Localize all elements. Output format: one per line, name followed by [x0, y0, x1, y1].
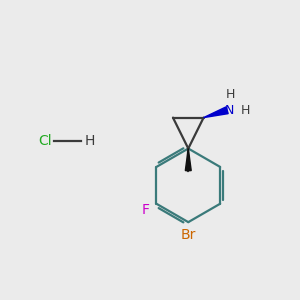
- Text: F: F: [142, 203, 150, 217]
- Polygon shape: [185, 148, 191, 171]
- Polygon shape: [204, 107, 228, 118]
- Text: H: H: [225, 88, 235, 101]
- Text: H: H: [241, 104, 250, 117]
- Text: Br: Br: [181, 227, 196, 242]
- Text: H: H: [85, 134, 95, 148]
- Text: N: N: [225, 104, 234, 117]
- Text: Cl: Cl: [39, 134, 52, 148]
